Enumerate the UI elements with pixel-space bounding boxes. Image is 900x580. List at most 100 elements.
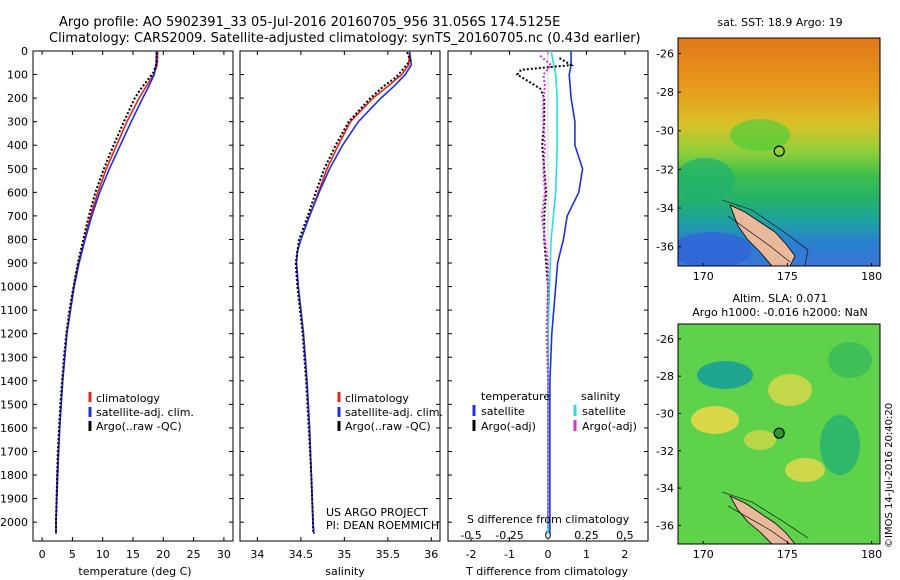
legend-satellite-label: satellite-adj. clim. — [96, 406, 194, 419]
series-satellite-adj-clim- — [295, 50, 413, 534]
header-line-2: Climatology: CARS2009. Satellite-adjuste… — [49, 31, 641, 46]
salinity-plot: 34 34.5 35 35.5 36 — [240, 50, 440, 561]
series-argo-raw-qc- — [55, 52, 158, 532]
difference-plot: -2 -1 0 1 2-0.5 -0.25 0 0.25 0.5 — [448, 50, 648, 561]
legend-s-argo-label: Argo(-adj) — [582, 420, 637, 433]
pi-credit: PI: DEAN ROEMMICH — [326, 519, 439, 532]
x-tick-label: 35.5 — [376, 548, 401, 561]
y-tick-label: 1300 — [0, 351, 28, 364]
y-tick-label: 1600 — [0, 422, 28, 435]
x-tick-label: 30 — [217, 548, 231, 561]
map-y-tick-label: -26 — [656, 47, 674, 60]
map-y-tick-label: -26 — [656, 333, 674, 346]
y-tick-label: 300 — [7, 116, 28, 129]
y-tick-label: 1900 — [0, 493, 28, 506]
series-climatology — [295, 50, 411, 534]
map-y-tick-label: -32 — [656, 163, 674, 176]
x-tick-label: 10 — [96, 548, 110, 561]
map-x-tick-label: 170 — [693, 270, 714, 283]
temperature-plot: 0 5 10 15 20 25 300100200300400500600700800900… — [0, 45, 233, 561]
y-tick-label: 1200 — [0, 328, 28, 341]
sla-argo-marker — [773, 427, 785, 439]
y-tick-label: 1800 — [0, 469, 28, 482]
x-tick-label: 35 — [337, 548, 351, 561]
series-argo-raw-qc- — [294, 51, 412, 532]
series-climatology — [55, 50, 159, 534]
y-tick-label: 1000 — [0, 281, 28, 294]
temperature-legend: climatology satellite-adj. clim. Argo(..… — [88, 392, 194, 433]
sla-map-axes: 170 175 180 -26 -28 -30 -32 -34 -36 — [656, 333, 882, 561]
series-temperature-satellite — [549, 51, 584, 534]
difference-legend: temperature salinity satellite Argo(-adj… — [467, 390, 637, 526]
sst-coastline-contour — [721, 199, 809, 266]
x-tick-label: 5 — [69, 548, 76, 561]
legend-s-satellite-label: satellite — [582, 405, 626, 418]
y-tick-label: 2000 — [0, 516, 28, 529]
map-y-tick-label: -36 — [656, 241, 674, 254]
x-tick-label: 0 — [39, 548, 46, 561]
sla-high-patch — [691, 406, 739, 434]
series-salinity-argo-adj- — [539, 54, 553, 523]
legend-temperature-header: temperature — [481, 390, 550, 403]
temperature-xlabel: temperature (deg C) — [78, 565, 191, 578]
y-tick-label: 0 — [21, 45, 28, 58]
sst-warm-patch — [678, 158, 735, 202]
salinity-panel — [239, 50, 441, 542]
temperature-panel — [32, 50, 234, 542]
x-tick-label: 2 — [621, 548, 628, 561]
y-tick-label: 1400 — [0, 375, 28, 388]
x-tick-label: 36 — [424, 548, 438, 561]
sla-map-subtitle: Argo h1000: -0.016 h2000: NaN — [692, 306, 868, 319]
legend-satellite-label: satellite-adj. clim. — [345, 406, 443, 419]
y-tick-label: 1500 — [0, 398, 28, 411]
s-difference-label: S difference from climatology — [467, 513, 630, 526]
x-tick-label: 25 — [187, 548, 201, 561]
y-tick-label: 1700 — [0, 445, 28, 458]
map-y-tick-label: -28 — [656, 86, 674, 99]
x-tick-label: 1 — [583, 548, 590, 561]
top-tick-label: 0.25 — [574, 529, 599, 542]
map-y-tick-label: -30 — [656, 407, 674, 420]
project-credit: US ARGO PROJECT — [326, 506, 428, 519]
sla-low-patch — [820, 415, 860, 475]
legend-salinity-header: salinity — [581, 390, 621, 403]
y-tick-label: 800 — [7, 233, 28, 246]
y-tick-label: 400 — [7, 139, 28, 152]
sst-map-frame — [677, 37, 881, 267]
x-tick-label: 15 — [126, 548, 140, 561]
legend-argo-label: Argo(..raw -QC) — [345, 420, 431, 433]
sst-map-title: sat. SST: 18.9 Argo: 19 — [717, 16, 842, 29]
legend-climatology-label: climatology — [345, 392, 409, 405]
sst-cool-patch — [730, 119, 790, 151]
series-satellite-adj-clim- — [55, 50, 158, 534]
sst-deep-blue-patch — [678, 232, 752, 266]
map-y-tick-label: -28 — [656, 370, 674, 383]
legend-climatology-label: climatology — [96, 392, 160, 405]
sla-map-frame — [677, 323, 881, 545]
legend-argo-label: Argo(..raw -QC) — [96, 420, 182, 433]
series-salinity-satellite — [547, 50, 559, 534]
sst-field — [678, 38, 880, 266]
map-x-tick-label: 170 — [693, 548, 714, 561]
imos-credit: ©IMOS 14-Jul-2016 20:40:20 — [884, 403, 895, 548]
map-x-tick-label: 175 — [777, 548, 798, 561]
map-y-tick-label: -32 — [656, 445, 674, 458]
map-x-tick-label: 180 — [861, 270, 882, 283]
x-tick-label: 34.5 — [289, 548, 314, 561]
y-tick-label: 900 — [7, 257, 28, 270]
x-tick-label: 20 — [156, 548, 170, 561]
header-line-1: Argo profile: AO 5902391_33 05-Jul-2016 … — [59, 15, 560, 30]
sla-high-patch — [785, 458, 825, 482]
y-tick-label: 600 — [7, 186, 28, 199]
top-tick-label: 0.5 — [616, 529, 634, 542]
x-tick-label: -1 — [504, 548, 515, 561]
map-x-tick-label: 175 — [777, 270, 798, 283]
difference-xlabel: T difference from climatology — [465, 565, 628, 578]
sla-mid-patch — [828, 342, 872, 378]
sst-map — [678, 38, 880, 266]
map-y-tick-label: -34 — [656, 482, 674, 495]
sla-map-title: Altim. SLA: 0.071 — [732, 292, 827, 305]
salinity-legend: climatology satellite-adj. clim. Argo(..… — [326, 392, 443, 532]
y-tick-label: 100 — [7, 69, 28, 82]
sst-argo-marker — [773, 145, 785, 157]
